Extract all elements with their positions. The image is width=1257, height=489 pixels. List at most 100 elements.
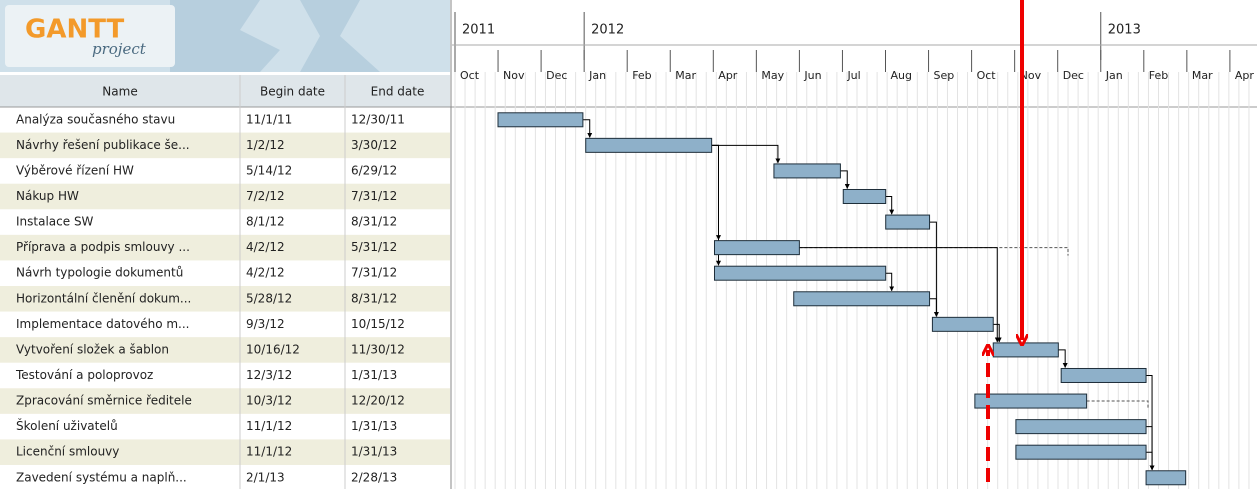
cell: Zpracování směrnice ředitele: [16, 394, 192, 408]
cell: Výběrové řízení HW: [16, 163, 134, 177]
month-label: Sep: [934, 69, 955, 82]
month-label: Mar: [675, 69, 696, 82]
month-label: Jun: [803, 69, 821, 82]
cell: Nákup HW: [16, 189, 79, 203]
cell: 9/3/12: [246, 317, 285, 331]
dependency: [1146, 374, 1155, 471]
row-bg: [0, 388, 450, 414]
cell: 12/20/12: [351, 394, 405, 408]
month-label: Jul: [846, 69, 860, 82]
year-label: 2013: [1108, 23, 1141, 38]
dependency: [840, 170, 850, 189]
cell: 8/31/12: [351, 215, 397, 229]
cell: 5/14/12: [246, 163, 292, 177]
cell: 4/2/12: [246, 240, 285, 254]
cell: Vytvoření složek a šablon: [16, 342, 169, 356]
cell: 10/3/12: [246, 394, 292, 408]
cell: 1/31/13: [351, 368, 397, 382]
dependency: [799, 247, 1000, 343]
year-label: 2012: [591, 23, 624, 38]
month-label: Apr: [1235, 69, 1255, 82]
row-bg: [0, 285, 450, 312]
task-bar: [992, 342, 1059, 358]
dependency: [711, 144, 721, 266]
cell: 2/28/13: [351, 470, 397, 484]
cell: 11/1/11: [246, 112, 292, 126]
dependency: [711, 144, 721, 241]
cell: Instalace SW: [16, 215, 94, 229]
cell: 11/1/12: [246, 419, 292, 433]
row-bg: [0, 234, 450, 261]
task-bar: [793, 291, 931, 307]
cell: 10/16/12: [246, 342, 300, 356]
month-label: Feb: [632, 69, 651, 82]
task-bar: [497, 112, 584, 128]
task-bar: [713, 240, 800, 256]
cell: 5/31/12: [351, 240, 397, 254]
month-label: Nov: [503, 69, 525, 82]
month-label: May: [761, 69, 784, 82]
logo-subtitle: project: [92, 40, 147, 58]
cell: 11/1/12: [246, 445, 292, 459]
column-header: End date: [371, 85, 425, 99]
cell: Návrhy řešení publikace še...: [16, 138, 190, 152]
cell: 11/30/12: [351, 342, 405, 356]
task-bar: [773, 163, 841, 179]
cell: 10/15/12: [351, 317, 405, 331]
table-header: [0, 75, 450, 107]
task-bar: [1145, 470, 1187, 486]
dependency: [885, 195, 895, 215]
dependency: [993, 323, 1002, 343]
cell: 4/2/12: [246, 266, 285, 280]
month-label: Apr: [718, 69, 738, 82]
year-label: 2011: [462, 23, 495, 38]
cell: Školení uživatelů: [16, 418, 118, 433]
dependency: [582, 119, 593, 138]
cell: 8/1/12: [246, 215, 285, 229]
month-label: Oct: [977, 69, 997, 82]
cell: Analýza současného stavu: [16, 112, 175, 126]
task-bar: [842, 188, 887, 204]
logo-box: [5, 5, 175, 67]
month-label: Mar: [1192, 69, 1213, 82]
task-bar: [713, 265, 887, 281]
logo-title: GANTT: [25, 15, 125, 45]
cell: Příprava a podpis smlouvy ...: [16, 240, 190, 254]
dependency: [1058, 349, 1068, 368]
month-label: Oct: [460, 69, 480, 82]
month-label: Jan: [1105, 69, 1123, 82]
dependency: [1146, 451, 1155, 471]
month-label: Nov: [1020, 69, 1042, 82]
cell: 7/31/12: [351, 189, 397, 203]
month-label: Dec: [546, 69, 567, 82]
dependency: [1146, 426, 1155, 471]
dependency: [711, 144, 781, 164]
task-bar: [1060, 367, 1147, 383]
cell: 2/1/13: [246, 470, 285, 484]
logo-pattern: [170, 0, 380, 72]
row-bg: [0, 337, 450, 363]
cell: 8/31/12: [351, 291, 397, 305]
slack-line: [1086, 400, 1149, 410]
cell: 1/31/13: [351, 419, 397, 433]
task-bar: [885, 214, 931, 230]
row-bg: [0, 183, 450, 210]
column-header: Begin date: [260, 85, 325, 99]
cell: 7/2/12: [246, 189, 285, 203]
column-header: Name: [102, 85, 137, 99]
cell: 5/28/12: [246, 291, 292, 305]
cell: Horizontální členění dokum...: [16, 291, 191, 305]
cell: 3/30/12: [351, 138, 397, 152]
row-bg: [0, 439, 450, 465]
cell: Implementace datového m...: [16, 317, 190, 331]
task-bar: [585, 137, 713, 153]
month-label: Dec: [1063, 69, 1084, 82]
month-label: Feb: [1149, 69, 1168, 82]
cell: 6/29/12: [351, 163, 397, 177]
month-label: Jan: [588, 69, 606, 82]
cell: Licenční smlouvy: [16, 445, 119, 459]
cell: 1/31/13: [351, 445, 397, 459]
dependency: [885, 272, 895, 292]
cell: Návrh typologie dokumentů: [16, 266, 183, 280]
